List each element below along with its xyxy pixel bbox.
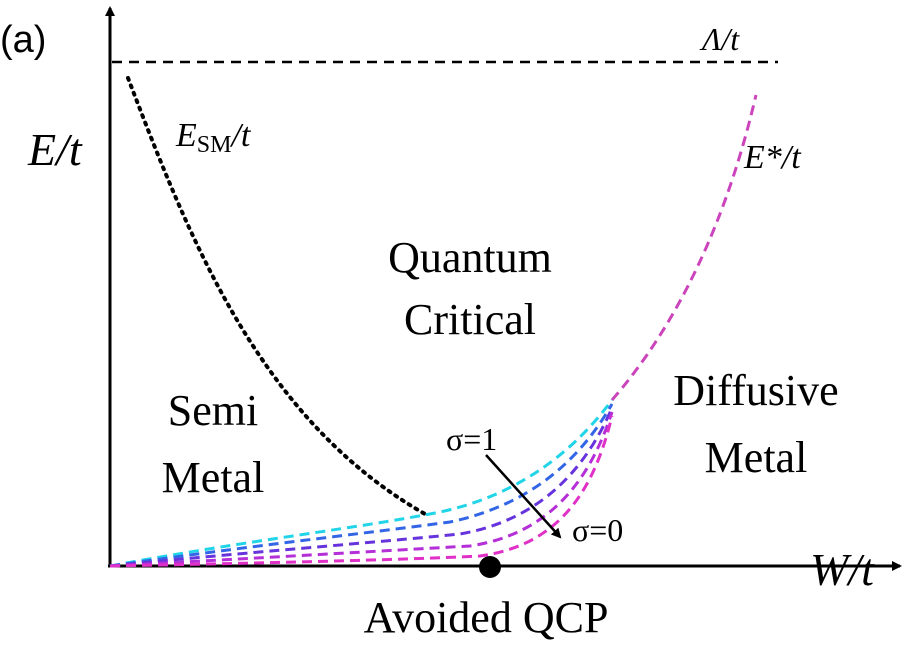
- region-diffusive-metal-line1: Diffusive: [673, 366, 838, 415]
- sigma-curves: [109, 399, 614, 568]
- crossover-energy-curve: [610, 94, 758, 401]
- region-semi-metal-line1: Semi: [168, 386, 258, 435]
- sigma-curve: [109, 403, 614, 568]
- region-quantum-critical-line2: Critical: [404, 295, 536, 344]
- region-quantum-critical-line1: Quantum: [388, 233, 552, 282]
- sigma-start-label: σ=1: [446, 421, 497, 457]
- sigma-curve: [109, 407, 614, 568]
- y-axis-label: E/t: [27, 124, 83, 175]
- qcp-label: Avoided QCP: [364, 593, 609, 642]
- semimetal-energy-curve: [126, 76, 427, 516]
- panel-label: (a): [0, 19, 46, 61]
- sigma-arrow: [485, 454, 562, 539]
- x-axis-label: W/t: [810, 544, 875, 595]
- sigma-curve: [109, 399, 614, 568]
- qcp-dot: [479, 556, 501, 578]
- cutoff-label: Λ/t: [699, 21, 740, 57]
- sigma-curve: [109, 415, 614, 568]
- region-semi-metal-line2: Metal: [162, 453, 265, 502]
- sigma-end-label: σ=0: [572, 512, 623, 548]
- crossover-energy-label: E*/t: [743, 139, 802, 176]
- semimetal-energy-label: ESM/t: [175, 117, 252, 158]
- region-diffusive-metal-line2: Metal: [705, 433, 808, 482]
- sigma-curve: [109, 411, 614, 568]
